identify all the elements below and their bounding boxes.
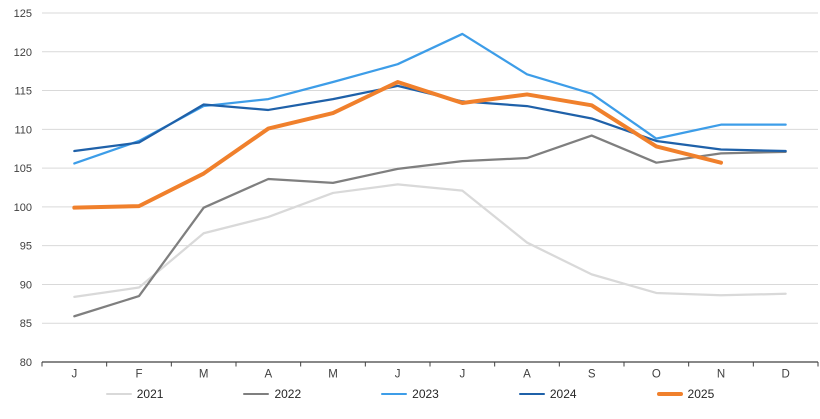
x-axis-month-label: A — [264, 369, 272, 381]
x-axis-month-label: M — [199, 369, 209, 381]
x-axis-month-label: M — [328, 369, 338, 381]
x-axis-month-label: J — [395, 369, 401, 381]
legend-item-2022: 2022 — [243, 387, 301, 401]
y-axis-tick-label: 105 — [14, 163, 32, 175]
legend-item-2023: 2023 — [381, 387, 439, 401]
series-line-2021 — [73, 183, 787, 298]
x-axis-month-label: S — [588, 369, 596, 381]
legend-label: 2021 — [136, 387, 164, 401]
legend-item-2024: 2024 — [518, 387, 577, 401]
y-axis-tick-label: 110 — [14, 124, 32, 136]
y-axis-tick-label: 90 — [20, 279, 32, 291]
legend-label: 2023 — [412, 387, 439, 401]
x-axis-month-label: D — [782, 369, 790, 381]
x-axis-month-label: J — [459, 369, 465, 381]
y-axis-tick-label: 95 — [20, 241, 32, 253]
legend-line-sample-2021 — [105, 392, 132, 396]
legend-label: 2025 — [687, 387, 715, 401]
y-axis-tick-label: 100 — [14, 202, 32, 214]
legend-line-sample-2022 — [243, 392, 270, 396]
y-axis-tick-label: 115 — [14, 86, 32, 98]
legend-label: 2024 — [549, 387, 577, 401]
series-line-2022 — [73, 134, 787, 318]
series-line-2024 — [73, 84, 787, 153]
legend-label: 2022 — [274, 387, 302, 401]
y-axis-tick-label: 85 — [20, 318, 32, 330]
y-axis-tick-label: 80 — [20, 357, 32, 369]
legend-item-2021: 2021 — [105, 387, 164, 401]
chart-legend: 2021 2022 2023 2024 2025 — [0, 385, 820, 403]
y-axis-tick-label: 125 — [14, 8, 32, 20]
x-axis-month-label: F — [135, 369, 142, 381]
legend-line-sample-2024 — [518, 392, 545, 396]
legend-item-2025: 2025 — [656, 387, 715, 401]
series-line-2025 — [72, 80, 723, 210]
x-axis-month-label: J — [71, 369, 77, 381]
legend-line-sample-2023 — [381, 392, 408, 396]
x-axis-month-label: N — [717, 369, 725, 381]
x-axis-month-label: A — [523, 369, 531, 381]
x-axis-month-label: O — [652, 369, 661, 381]
y-axis-tick-label: 120 — [14, 47, 32, 59]
legend-line-sample-2025 — [656, 392, 683, 396]
